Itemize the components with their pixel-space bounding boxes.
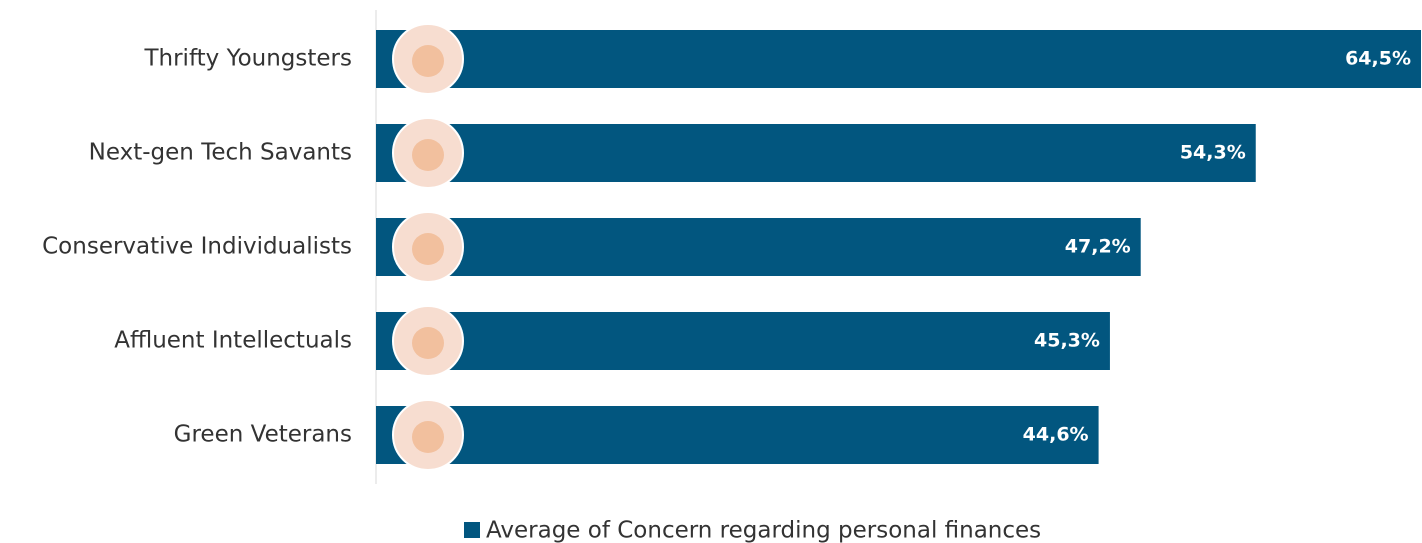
chart: Thrifty Youngsters 64,5% Next-gen Tech Sav… xyxy=(0,0,1422,543)
category-label: Conservative Individualists xyxy=(42,234,352,260)
page: Thrifty Youngsters 64,5% Next-gen Tech Sav… xyxy=(0,0,1422,543)
legend-label: Average of Concern regarding personal fi… xyxy=(486,518,1041,543)
bar xyxy=(376,312,1110,370)
category-label: Green Veterans xyxy=(174,422,352,448)
value-label: 47,2% xyxy=(1065,236,1131,258)
value-label: 44,6% xyxy=(1023,424,1089,446)
bar xyxy=(376,406,1099,464)
value-label: 54,3% xyxy=(1180,142,1246,164)
avatar-face xyxy=(412,421,444,453)
value-label: 45,3% xyxy=(1034,330,1100,352)
value-label: 64,5% xyxy=(1345,48,1411,70)
category-label: Affluent Intellectuals xyxy=(114,328,352,354)
avatar-face xyxy=(412,139,444,171)
avatar-face xyxy=(412,233,444,265)
bar xyxy=(376,30,1421,88)
category-label: Thrifty Youngsters xyxy=(143,46,352,72)
category-label: Next-gen Tech Savants xyxy=(89,140,352,166)
bar xyxy=(376,124,1256,182)
avatar-face xyxy=(412,327,444,359)
avatar-face xyxy=(412,45,444,77)
legend-swatch xyxy=(464,522,480,538)
bar xyxy=(376,218,1141,276)
